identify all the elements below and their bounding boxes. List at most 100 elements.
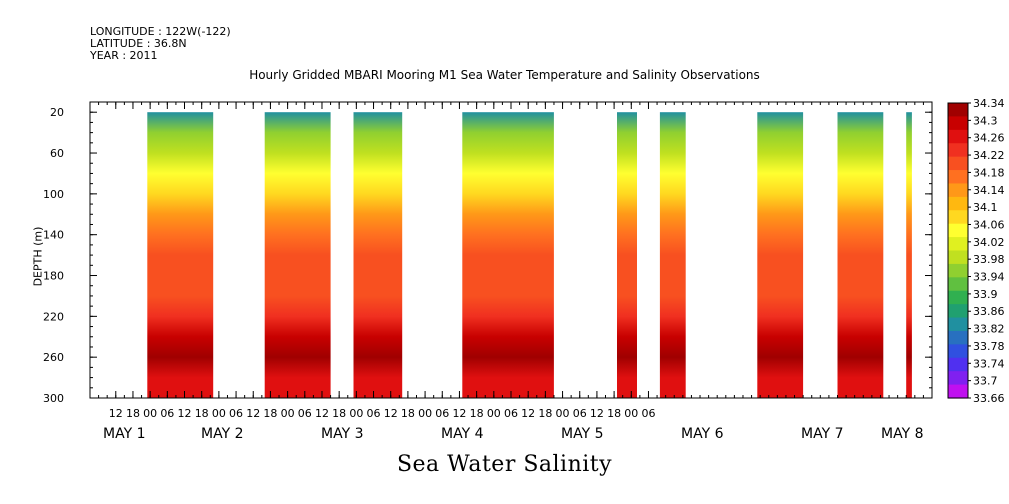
colorbar-label: 33.9	[973, 288, 998, 301]
x-tick-label: 06	[298, 407, 312, 420]
x-day-label: MAY 6	[681, 426, 724, 442]
colorbar-swatch	[948, 103, 968, 118]
y-tick-label: 60	[50, 147, 64, 160]
x-tick-label: 12	[109, 407, 123, 420]
colorbar-label: 34.1	[973, 201, 998, 214]
year-label: YEAR : 2011	[90, 49, 158, 62]
x-tick-label: 00	[418, 407, 432, 420]
x-day-label: MAY 4	[441, 426, 484, 442]
colorbar-label: 34.22	[973, 149, 1005, 162]
chart-title: Hourly Gridded MBARI Mooring M1 Sea Wate…	[249, 68, 760, 82]
data-block	[462, 112, 554, 398]
x-tick-label: 18	[332, 407, 346, 420]
data-block	[147, 112, 214, 398]
x-tick-label: 18	[538, 407, 552, 420]
colorbar-swatch	[948, 210, 968, 225]
x-tick-label: 18	[470, 407, 484, 420]
data-block	[659, 112, 686, 398]
x-tick-label: 06	[435, 407, 449, 420]
data-block	[906, 112, 912, 398]
y-tick-label: 140	[43, 229, 64, 242]
y-tick-label: 260	[43, 351, 64, 364]
x-tick-label: 06	[641, 407, 655, 420]
x-tick-label: 18	[401, 407, 415, 420]
y-tick-label: 100	[43, 188, 64, 201]
x-tick-label: 00	[212, 407, 226, 420]
x-tick-label: 06	[229, 407, 243, 420]
colorbar-swatch	[948, 129, 968, 144]
colorbar-label: 34.26	[973, 132, 1005, 145]
x-day-label: MAY 8	[881, 426, 923, 442]
x-tick-label: 18	[126, 407, 140, 420]
data-block	[353, 112, 403, 398]
x-tick-label: 06	[504, 407, 518, 420]
x-tick-label: 12	[384, 407, 398, 420]
x-tick-label: 00	[143, 407, 157, 420]
x-tick-label: 12	[315, 407, 329, 420]
data-block	[264, 112, 331, 398]
x-tick-label: 12	[246, 407, 260, 420]
y-tick-label: 180	[43, 270, 64, 283]
colorbar-label: 33.86	[973, 305, 1005, 318]
data-block	[757, 112, 804, 398]
x-tick-label: 00	[624, 407, 638, 420]
colorbar-swatch	[948, 290, 968, 305]
colorbar-frame	[947, 102, 969, 399]
x-tick-label: 18	[607, 407, 621, 420]
x-tick-label: 18	[195, 407, 209, 420]
colorbar-label: 33.74	[973, 357, 1005, 370]
x-tick-label: 12	[590, 407, 604, 420]
colorbar-swatch	[948, 371, 968, 386]
colorbar-swatch	[948, 263, 968, 278]
x-tick-label: 12	[452, 407, 466, 420]
x-tick-label: 00	[349, 407, 363, 420]
colorbar-swatch	[948, 156, 968, 171]
colorbar-label: 34.34	[973, 97, 1005, 110]
colorbar-label: 33.94	[973, 271, 1005, 284]
colorbar-label: 34.06	[973, 218, 1005, 231]
x-tick-label: 00	[487, 407, 501, 420]
x-tick-label: 06	[367, 407, 381, 420]
colorbar-label: 33.98	[973, 253, 1005, 266]
y-tick-label: 220	[43, 310, 64, 323]
x-day-label: MAY 2	[201, 426, 243, 442]
x-tick-label: 06	[160, 407, 174, 420]
colorbar-label: 33.66	[973, 392, 1005, 405]
y-tick-label: 20	[50, 106, 64, 119]
data-block	[837, 112, 884, 398]
x-axis-title: Sea Water Salinity	[396, 452, 613, 477]
x-tick-label: 12	[178, 407, 192, 420]
colorbar-swatch	[948, 330, 968, 345]
y-tick-label: 300	[43, 392, 64, 405]
colorbar-swatch	[948, 357, 968, 372]
colorbar-label: 33.82	[973, 323, 1005, 336]
longitude-label: LONGITUDE : 122W(-122)	[90, 25, 231, 38]
colorbar-swatch	[948, 237, 968, 252]
colorbar-swatch	[948, 304, 968, 319]
colorbar-label: 34.14	[973, 184, 1005, 197]
colorbar-swatch	[948, 384, 968, 399]
plot-area	[147, 112, 912, 398]
colorbar-label: 34.3	[973, 114, 998, 127]
colorbar-swatch	[948, 317, 968, 332]
colorbar: 34.34 34.3 34.26 34.22 34.18 34.14 34.1 34.06 34…	[947, 97, 1005, 405]
x-tick-label: 18	[263, 407, 277, 420]
colorbar-label: 33.7	[973, 375, 998, 388]
x-day-label: MAY 5	[561, 426, 603, 442]
colorbar-swatch	[948, 277, 968, 292]
colorbar-swatch	[948, 143, 968, 158]
x-tick-label: 12	[521, 407, 535, 420]
x-day-label: MAY 7	[801, 426, 843, 442]
x-tick-label: 00	[281, 407, 295, 420]
colorbar-swatch	[948, 223, 968, 238]
colorbar-label: 34.18	[973, 166, 1005, 179]
colorbar-swatch	[948, 250, 968, 265]
colorbar-label: 33.78	[973, 340, 1005, 353]
colorbar-swatch	[948, 344, 968, 359]
colorbar-label: 34.02	[973, 236, 1005, 249]
colorbar-swatch	[948, 183, 968, 198]
data-block	[617, 112, 637, 398]
latitude-label: LATITUDE : 36.8N	[90, 37, 187, 50]
